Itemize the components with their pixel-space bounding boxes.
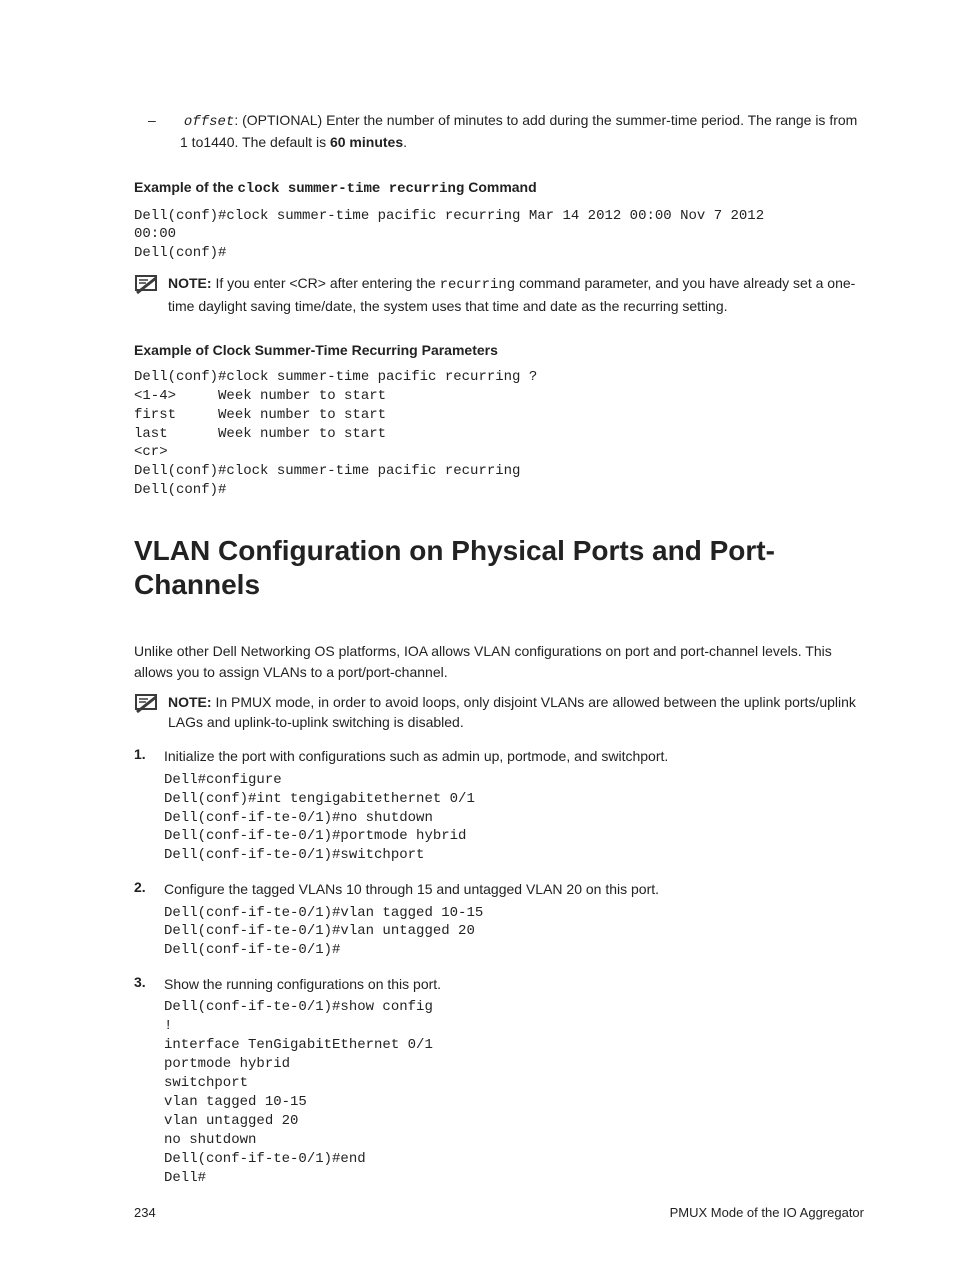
note1-label: NOTE:	[168, 275, 212, 291]
step-3: 3. Show the running configurations on th…	[134, 974, 864, 994]
step-3-code: Dell(conf-if-te-0/1)#show config ! inter…	[164, 998, 864, 1187]
note1-row: NOTE: If you enter <CR> after entering t…	[134, 273, 864, 316]
example1-heading-prefix: Example of the	[134, 179, 237, 195]
step-2: 2. Configure the tagged VLANs 10 through…	[134, 879, 864, 899]
dash-marker: –	[164, 110, 180, 130]
step-2-num: 2.	[134, 879, 164, 899]
step-2-code: Dell(conf-if-te-0/1)#vlan tagged 10-15 D…	[164, 904, 864, 961]
bullet-bold: 60 minutes	[330, 134, 403, 150]
step-1-text: Initialize the port with configurations …	[164, 746, 668, 766]
note1-mono: recurring	[440, 277, 516, 293]
step-3-text: Show the running configurations on this …	[164, 974, 441, 994]
step-2-text: Configure the tagged VLANs 10 through 15…	[164, 879, 659, 899]
param-name: offset	[184, 114, 234, 130]
note2-row: NOTE: In PMUX mode, in order to avoid lo…	[134, 692, 864, 733]
document-page: – offset: (OPTIONAL) Enter the number of…	[0, 0, 954, 1268]
intro-paragraph: Unlike other Dell Networking OS platform…	[134, 641, 864, 682]
bullet-period: .	[403, 134, 407, 150]
example2-code: Dell(conf)#clock summer-time pacific rec…	[134, 368, 864, 500]
example1-heading-suffix: Command	[464, 179, 536, 195]
page-number: 234	[134, 1205, 156, 1220]
bullet-text: : (OPTIONAL) Enter the number of minutes…	[180, 112, 857, 150]
example1-code: Dell(conf)#clock summer-time pacific rec…	[134, 207, 864, 264]
note-icon	[134, 694, 158, 714]
example1-heading: Example of the clock summer-time recurri…	[134, 179, 864, 197]
note-icon	[134, 275, 158, 295]
note2-text: NOTE: In PMUX mode, in order to avoid lo…	[168, 692, 864, 733]
example2-heading: Example of Clock Summer-Time Recurring P…	[134, 342, 864, 358]
note2-label: NOTE:	[168, 694, 212, 710]
example1-heading-cmd: clock summer-time recurring	[237, 181, 464, 197]
section-heading: VLAN Configuration on Physical Ports and…	[134, 534, 864, 601]
steps-list: 1. Initialize the port with configuratio…	[134, 746, 864, 1187]
footer-section: PMUX Mode of the IO Aggregator	[670, 1205, 864, 1220]
note1-before: If you enter <CR> after entering the	[212, 275, 440, 291]
page-footer: 234 PMUX Mode of the IO Aggregator	[134, 1205, 864, 1220]
step-1: 1. Initialize the port with configuratio…	[134, 746, 864, 766]
step-3-num: 3.	[134, 974, 164, 994]
note1-text: NOTE: If you enter <CR> after entering t…	[168, 273, 864, 316]
step-1-code: Dell#configure Dell(conf)#int tengigabit…	[164, 771, 864, 865]
sub-bullet-offset: – offset: (OPTIONAL) Enter the number of…	[164, 110, 864, 153]
step-1-num: 1.	[134, 746, 164, 766]
note2-body: In PMUX mode, in order to avoid loops, o…	[168, 694, 856, 730]
